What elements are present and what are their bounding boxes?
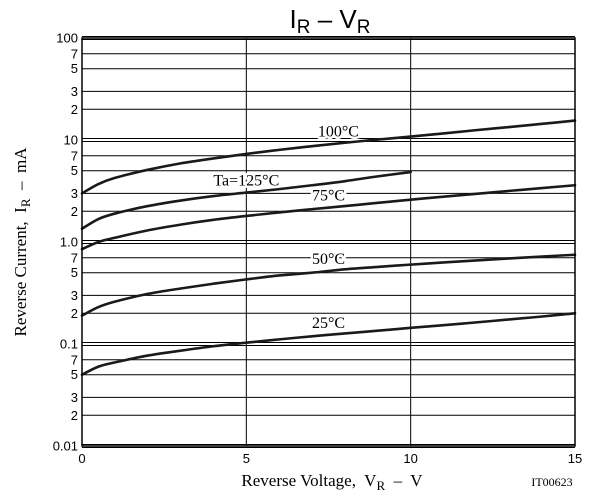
y-tick-label: 5: [71, 61, 78, 76]
series-label: 50°C: [312, 251, 345, 268]
chart-title: IR – VR: [290, 4, 371, 38]
x-axis-label-text: Reverse Voltage, V: [241, 471, 377, 490]
y-tick-label: 3: [71, 390, 78, 405]
title-second-sub: R: [357, 17, 371, 38]
title-main-sub: R: [297, 17, 311, 38]
grid: [82, 36, 575, 448]
x-axis-label-unit: – V: [385, 471, 423, 490]
series-labels: Ta=125°C 100°C 75°C 50°C 25°C: [211, 121, 361, 334]
y-tick-label: 10: [64, 133, 78, 148]
y-tick-label: 5: [71, 265, 78, 280]
y-tick-label: 2: [71, 306, 78, 321]
x-tick-label: 0: [78, 451, 85, 466]
y-tick-label: 2: [71, 204, 78, 219]
y-axis-label-unit: – mA: [11, 147, 30, 199]
x-tick-label: 15: [568, 451, 582, 466]
x-tick-label: 10: [403, 451, 417, 466]
series-lines: [80, 119, 577, 377]
x-tick-label: 5: [243, 451, 250, 466]
series-label: Ta=125°C: [213, 173, 279, 190]
series-label: 75°C: [312, 188, 345, 205]
series-line: [80, 253, 577, 317]
title-second: V: [339, 4, 357, 34]
y-tick-label: 5: [71, 163, 78, 178]
y-tick-label: 3: [71, 84, 78, 99]
series-label: 100°C: [318, 123, 359, 140]
plot-frame: [81, 37, 576, 447]
y-axis-label-sub: R: [18, 198, 33, 207]
y-tick-label: 0.01: [53, 439, 78, 454]
x-axis-label-sub: R: [376, 478, 385, 493]
y-tick-label: 5: [71, 367, 78, 382]
x-axis-label: Reverse Voltage, VR – V: [241, 471, 423, 493]
y-tick-label: 3: [71, 288, 78, 303]
y-tick-label: 7: [71, 46, 78, 61]
y-tick-label: 7: [71, 352, 78, 367]
series-line: [80, 183, 577, 251]
series-line: [80, 119, 577, 195]
y-tick-label: 0.1: [60, 337, 78, 352]
series-line: [80, 311, 577, 377]
y-tick-label: 2: [71, 102, 78, 117]
y-tick-label: 100: [56, 31, 78, 46]
y-tick-label: 2: [71, 408, 78, 423]
figure-code: IT00623: [531, 475, 572, 489]
title-main: I: [290, 4, 297, 34]
y-tick-label: 1.0: [60, 235, 78, 250]
y-tick-label: 7: [71, 148, 78, 163]
title-sep: –: [310, 4, 339, 34]
y-axis-label-text: Reverse Current, I: [11, 207, 30, 337]
series-line: [80, 170, 412, 231]
y-tick-label: 3: [71, 186, 78, 201]
y-axis-label: Reverse Current, IR – mA: [11, 147, 33, 337]
y-tick-label: 7: [71, 250, 78, 265]
series-label: 25°C: [312, 315, 345, 332]
